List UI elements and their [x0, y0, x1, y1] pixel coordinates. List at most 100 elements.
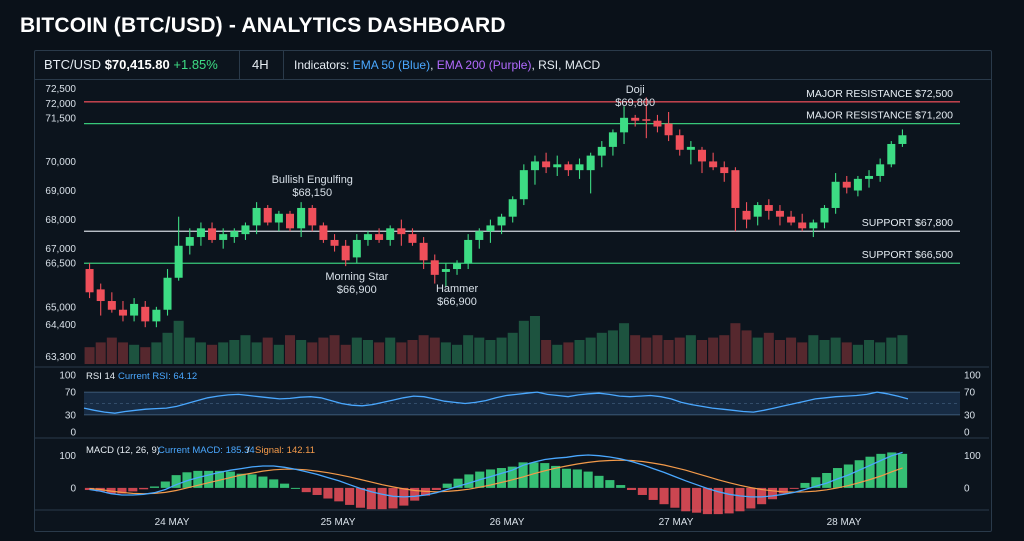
price-level-label: MAJOR RESISTANCE $72,500 — [806, 88, 953, 100]
volume-bar — [129, 344, 140, 364]
price-axis-tick: 68,000 — [45, 215, 76, 226]
rsi-indicator[interactable]: RSI — [538, 58, 559, 72]
macd-histogram-bar — [366, 487, 376, 510]
volume-bar — [318, 337, 329, 364]
volume-bar — [841, 342, 852, 364]
price-level-label: SUPPORT $66,500 — [862, 249, 953, 261]
candle-body — [497, 216, 506, 226]
pattern-annotation-name: Hammer — [436, 283, 479, 295]
candle-body — [675, 135, 684, 150]
volume-bar — [262, 337, 273, 364]
macd-histogram-bar — [822, 473, 832, 488]
price-value: $70,415.80 — [104, 57, 170, 72]
candle-body — [642, 119, 651, 121]
volume-bar — [106, 337, 117, 364]
macd-histogram-bar — [778, 487, 788, 494]
ema200-indicator[interactable]: EMA 200 (Purple) — [436, 58, 532, 72]
macd-histogram-bar — [464, 474, 474, 488]
pattern-annotation-name: Bullish Engulfing — [272, 174, 353, 186]
candle-body — [876, 164, 885, 176]
macd-indicator[interactable]: MACD — [564, 58, 601, 72]
macd-histogram-bar — [301, 487, 311, 493]
macd-axis-tick-right: 0 — [964, 483, 970, 494]
volume-bar — [886, 337, 897, 364]
candle-body — [620, 117, 629, 133]
macd-histogram-bar — [355, 487, 366, 508]
volume-bar — [418, 335, 429, 364]
macd-axis-tick-right: 100 — [964, 451, 981, 462]
candle-body — [297, 207, 306, 229]
rsi-axis-tick-left: 70 — [65, 388, 77, 399]
volume-bar — [585, 337, 596, 364]
volume-bar — [340, 344, 351, 364]
candle-body — [742, 210, 751, 220]
volume-bar — [429, 337, 440, 364]
candle-body — [475, 231, 484, 240]
candle-body — [263, 207, 272, 223]
macd-histogram-bar — [117, 487, 127, 494]
candle-body — [163, 277, 172, 310]
candle-body — [85, 269, 94, 293]
volume-bar — [218, 342, 229, 364]
macd-histogram-bar — [236, 473, 246, 488]
candle-body — [787, 216, 796, 223]
macd-histogram-bar — [540, 463, 550, 488]
timeframe-selector[interactable]: 4H — [252, 57, 269, 72]
candle-body — [664, 123, 673, 136]
candle-body — [208, 228, 217, 240]
macd-histogram-bar — [442, 483, 452, 488]
candle-body — [397, 228, 406, 235]
candle-body — [464, 239, 473, 264]
volume-bar — [374, 342, 385, 364]
macd-histogram-bar — [724, 487, 734, 514]
volume-bar — [864, 340, 875, 364]
macd-histogram-bar — [551, 465, 561, 488]
volume-bar — [741, 330, 752, 364]
macd-histogram-bar — [160, 481, 170, 488]
candle-body — [653, 120, 662, 127]
macd-histogram-bar — [182, 472, 192, 488]
macd-histogram-bar — [290, 487, 300, 489]
ticker-summary: BTC/USD $70,415.80 +1.85% — [44, 51, 218, 79]
pattern-annotation-value: $66,900 — [437, 296, 477, 308]
chart-toolbar: BTC/USD $70,415.80 +1.85% 4H Indicators:… — [35, 51, 991, 80]
candle-body — [107, 301, 116, 310]
ema50-indicator[interactable]: EMA 50 (Blue) — [352, 58, 431, 72]
macd-title: MACD (12, 26, 9) — [86, 445, 160, 456]
candle-body — [798, 222, 807, 229]
price-axis-tick: 72,500 — [45, 84, 76, 95]
price-axis-tick: 70,000 — [45, 157, 76, 168]
macd-histogram-bar — [269, 479, 279, 488]
volume-bar — [474, 337, 485, 364]
volume-bar — [574, 340, 585, 364]
candle-body — [553, 164, 562, 168]
candle-body — [341, 245, 350, 261]
volume-bar — [708, 337, 719, 364]
candle-body — [631, 117, 640, 121]
macd-histogram-bar — [626, 487, 637, 491]
volume-bar — [674, 337, 685, 364]
macd-histogram-bar — [659, 487, 669, 505]
macd-histogram-bar — [334, 487, 344, 502]
candle-body — [352, 239, 361, 258]
toolbar-divider — [239, 51, 240, 79]
volume-bar — [730, 323, 741, 364]
indicators-label: Indicators: — [294, 58, 350, 72]
macd-histogram-bar — [377, 487, 387, 510]
pattern-annotation-name: Morning Star — [325, 271, 388, 283]
macd-histogram-bar — [843, 464, 853, 488]
macd-histogram-bar — [204, 470, 214, 488]
price-axis-tick: 65,000 — [45, 302, 76, 313]
candle-body — [241, 225, 250, 235]
volume-bar — [452, 344, 463, 364]
candle-body — [686, 146, 695, 150]
macd-histogram-bar — [323, 487, 333, 499]
macd-histogram-bar — [832, 468, 843, 488]
volume-bar — [786, 337, 797, 364]
macd-histogram-bar — [648, 487, 658, 500]
volume-bar — [641, 337, 652, 364]
candle-body — [831, 181, 840, 208]
date-axis-tick: 27 MAY — [659, 517, 694, 528]
candle-body — [898, 135, 907, 144]
candle-body — [274, 213, 283, 223]
